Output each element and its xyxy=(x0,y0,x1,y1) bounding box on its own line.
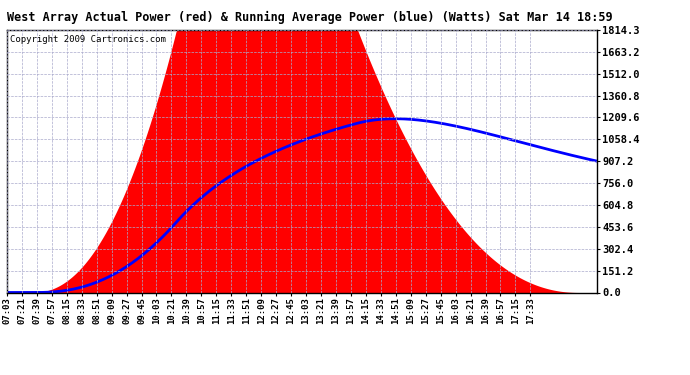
Text: West Array Actual Power (red) & Running Average Power (blue) (Watts) Sat Mar 14 : West Array Actual Power (red) & Running … xyxy=(7,11,613,24)
Text: Copyright 2009 Cartronics.com: Copyright 2009 Cartronics.com xyxy=(10,35,166,44)
